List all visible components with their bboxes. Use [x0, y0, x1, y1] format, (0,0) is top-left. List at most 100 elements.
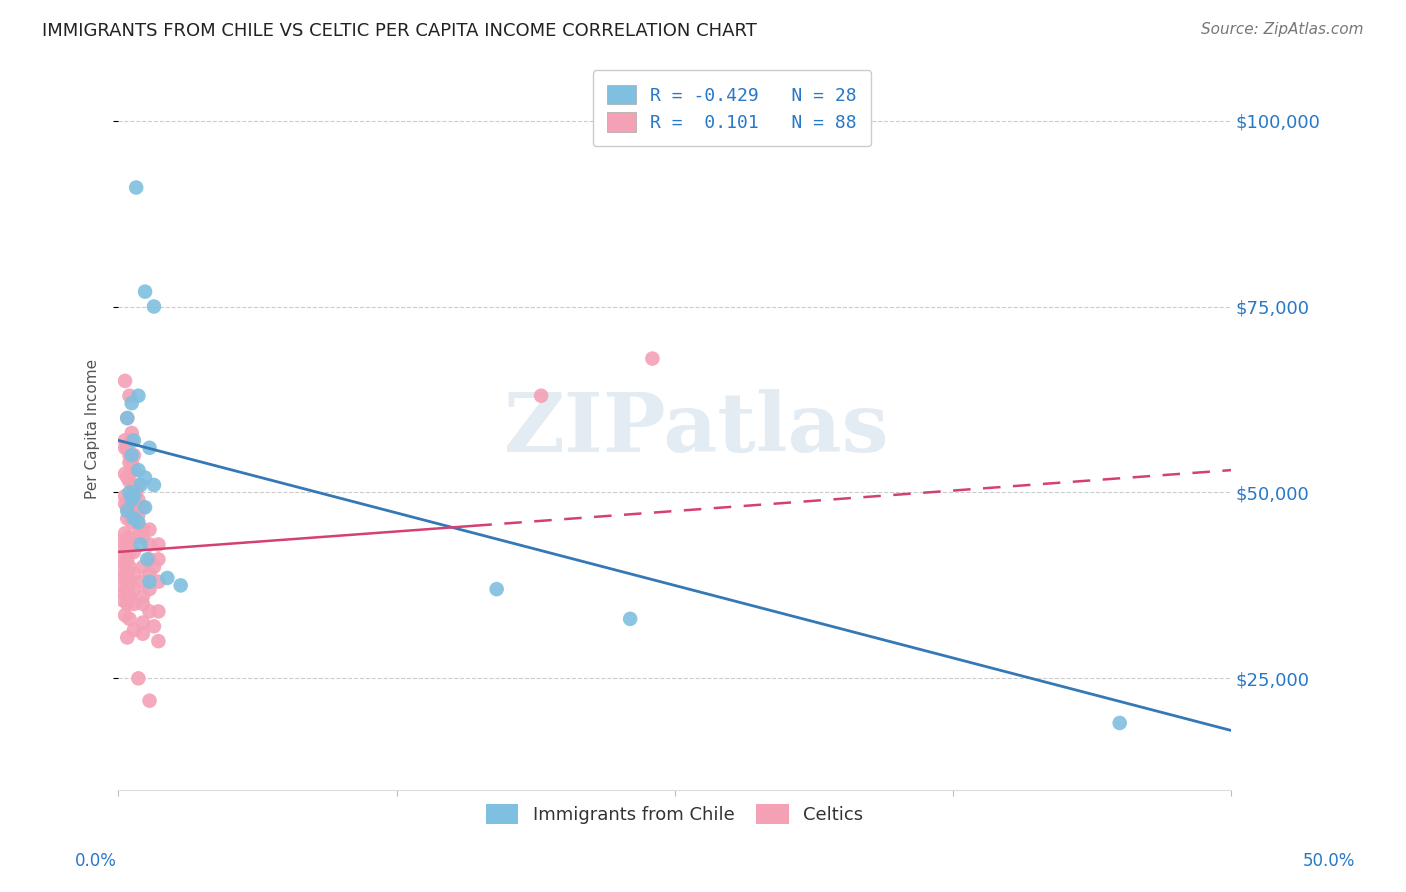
Point [117, 470, 139, 484]
Point [122, 482, 145, 496]
Point [122, 500, 145, 515]
Point [121, 515, 143, 529]
Point [138, 582, 160, 596]
Point [118, 545, 141, 559]
Point [111, 578, 134, 592]
Point [132, 500, 155, 515]
Point [117, 552, 139, 566]
Point [127, 478, 149, 492]
Point [114, 374, 136, 388]
Point [122, 597, 145, 611]
Text: Source: ZipAtlas.com: Source: ZipAtlas.com [1201, 22, 1364, 37]
Point [156, 571, 179, 585]
Point [134, 470, 156, 484]
Point [127, 530, 149, 544]
Point [619, 612, 641, 626]
Point [117, 537, 139, 551]
Point [132, 590, 155, 604]
Point [121, 448, 143, 462]
Point [114, 441, 136, 455]
Point [122, 582, 145, 596]
Text: 0.0%: 0.0% [75, 852, 117, 870]
Point [121, 463, 143, 477]
Point [122, 567, 145, 582]
Point [118, 530, 141, 544]
Point [148, 634, 170, 648]
Point [132, 615, 155, 630]
Point [114, 467, 136, 481]
Point [127, 508, 149, 522]
Point [118, 456, 141, 470]
Point [121, 456, 143, 470]
Point [138, 574, 160, 589]
Point [132, 523, 155, 537]
Point [122, 434, 145, 448]
Point [129, 478, 152, 492]
Point [117, 582, 139, 596]
Point [132, 574, 155, 589]
Point [114, 608, 136, 623]
Point [117, 500, 139, 515]
Point [143, 478, 166, 492]
Point [122, 508, 145, 522]
Point [138, 537, 160, 551]
Y-axis label: Per Capita Income: Per Capita Income [86, 359, 100, 500]
Point [114, 571, 136, 585]
Point [121, 396, 143, 410]
Point [114, 434, 136, 448]
Text: 50.0%: 50.0% [1302, 852, 1355, 870]
Point [125, 485, 148, 500]
Point [118, 574, 141, 589]
Point [132, 597, 155, 611]
Point [114, 526, 136, 541]
Point [114, 541, 136, 556]
Point [132, 559, 155, 574]
Point [127, 389, 149, 403]
Point [148, 537, 170, 551]
Text: IMMIGRANTS FROM CHILE VS CELTIC PER CAPITA INCOME CORRELATION CHART: IMMIGRANTS FROM CHILE VS CELTIC PER CAPI… [42, 22, 756, 40]
Point [114, 489, 136, 503]
Point [121, 425, 143, 440]
Point [114, 497, 136, 511]
Point [148, 552, 170, 566]
Point [111, 533, 134, 548]
Point [117, 411, 139, 425]
Point [127, 492, 149, 507]
Point [138, 552, 160, 566]
Point [122, 489, 145, 503]
Point [118, 559, 141, 574]
Point [121, 492, 143, 507]
Point [129, 537, 152, 551]
Point [641, 351, 664, 366]
Point [122, 448, 145, 462]
Point [118, 612, 141, 626]
Point [138, 567, 160, 582]
Point [117, 567, 139, 582]
Point [122, 463, 145, 477]
Point [118, 492, 141, 507]
Point [118, 389, 141, 403]
Point [122, 511, 145, 525]
Point [127, 671, 149, 685]
Point [117, 597, 139, 611]
Point [127, 463, 149, 477]
Legend: Immigrants from Chile, Celtics: Immigrants from Chile, Celtics [475, 794, 875, 835]
Point [111, 564, 134, 578]
Point [121, 434, 143, 448]
Point [117, 631, 139, 645]
Point [143, 300, 166, 314]
Point [138, 604, 160, 618]
Point [169, 578, 191, 592]
Point [485, 582, 508, 596]
Point [136, 552, 159, 566]
Point [143, 559, 166, 574]
Point [138, 441, 160, 455]
Point [530, 389, 553, 403]
Text: ZIPatlas: ZIPatlas [505, 389, 890, 469]
Point [121, 492, 143, 507]
Point [118, 448, 141, 462]
Point [118, 504, 141, 518]
Point [138, 523, 160, 537]
Point [138, 694, 160, 708]
Point [125, 180, 148, 194]
